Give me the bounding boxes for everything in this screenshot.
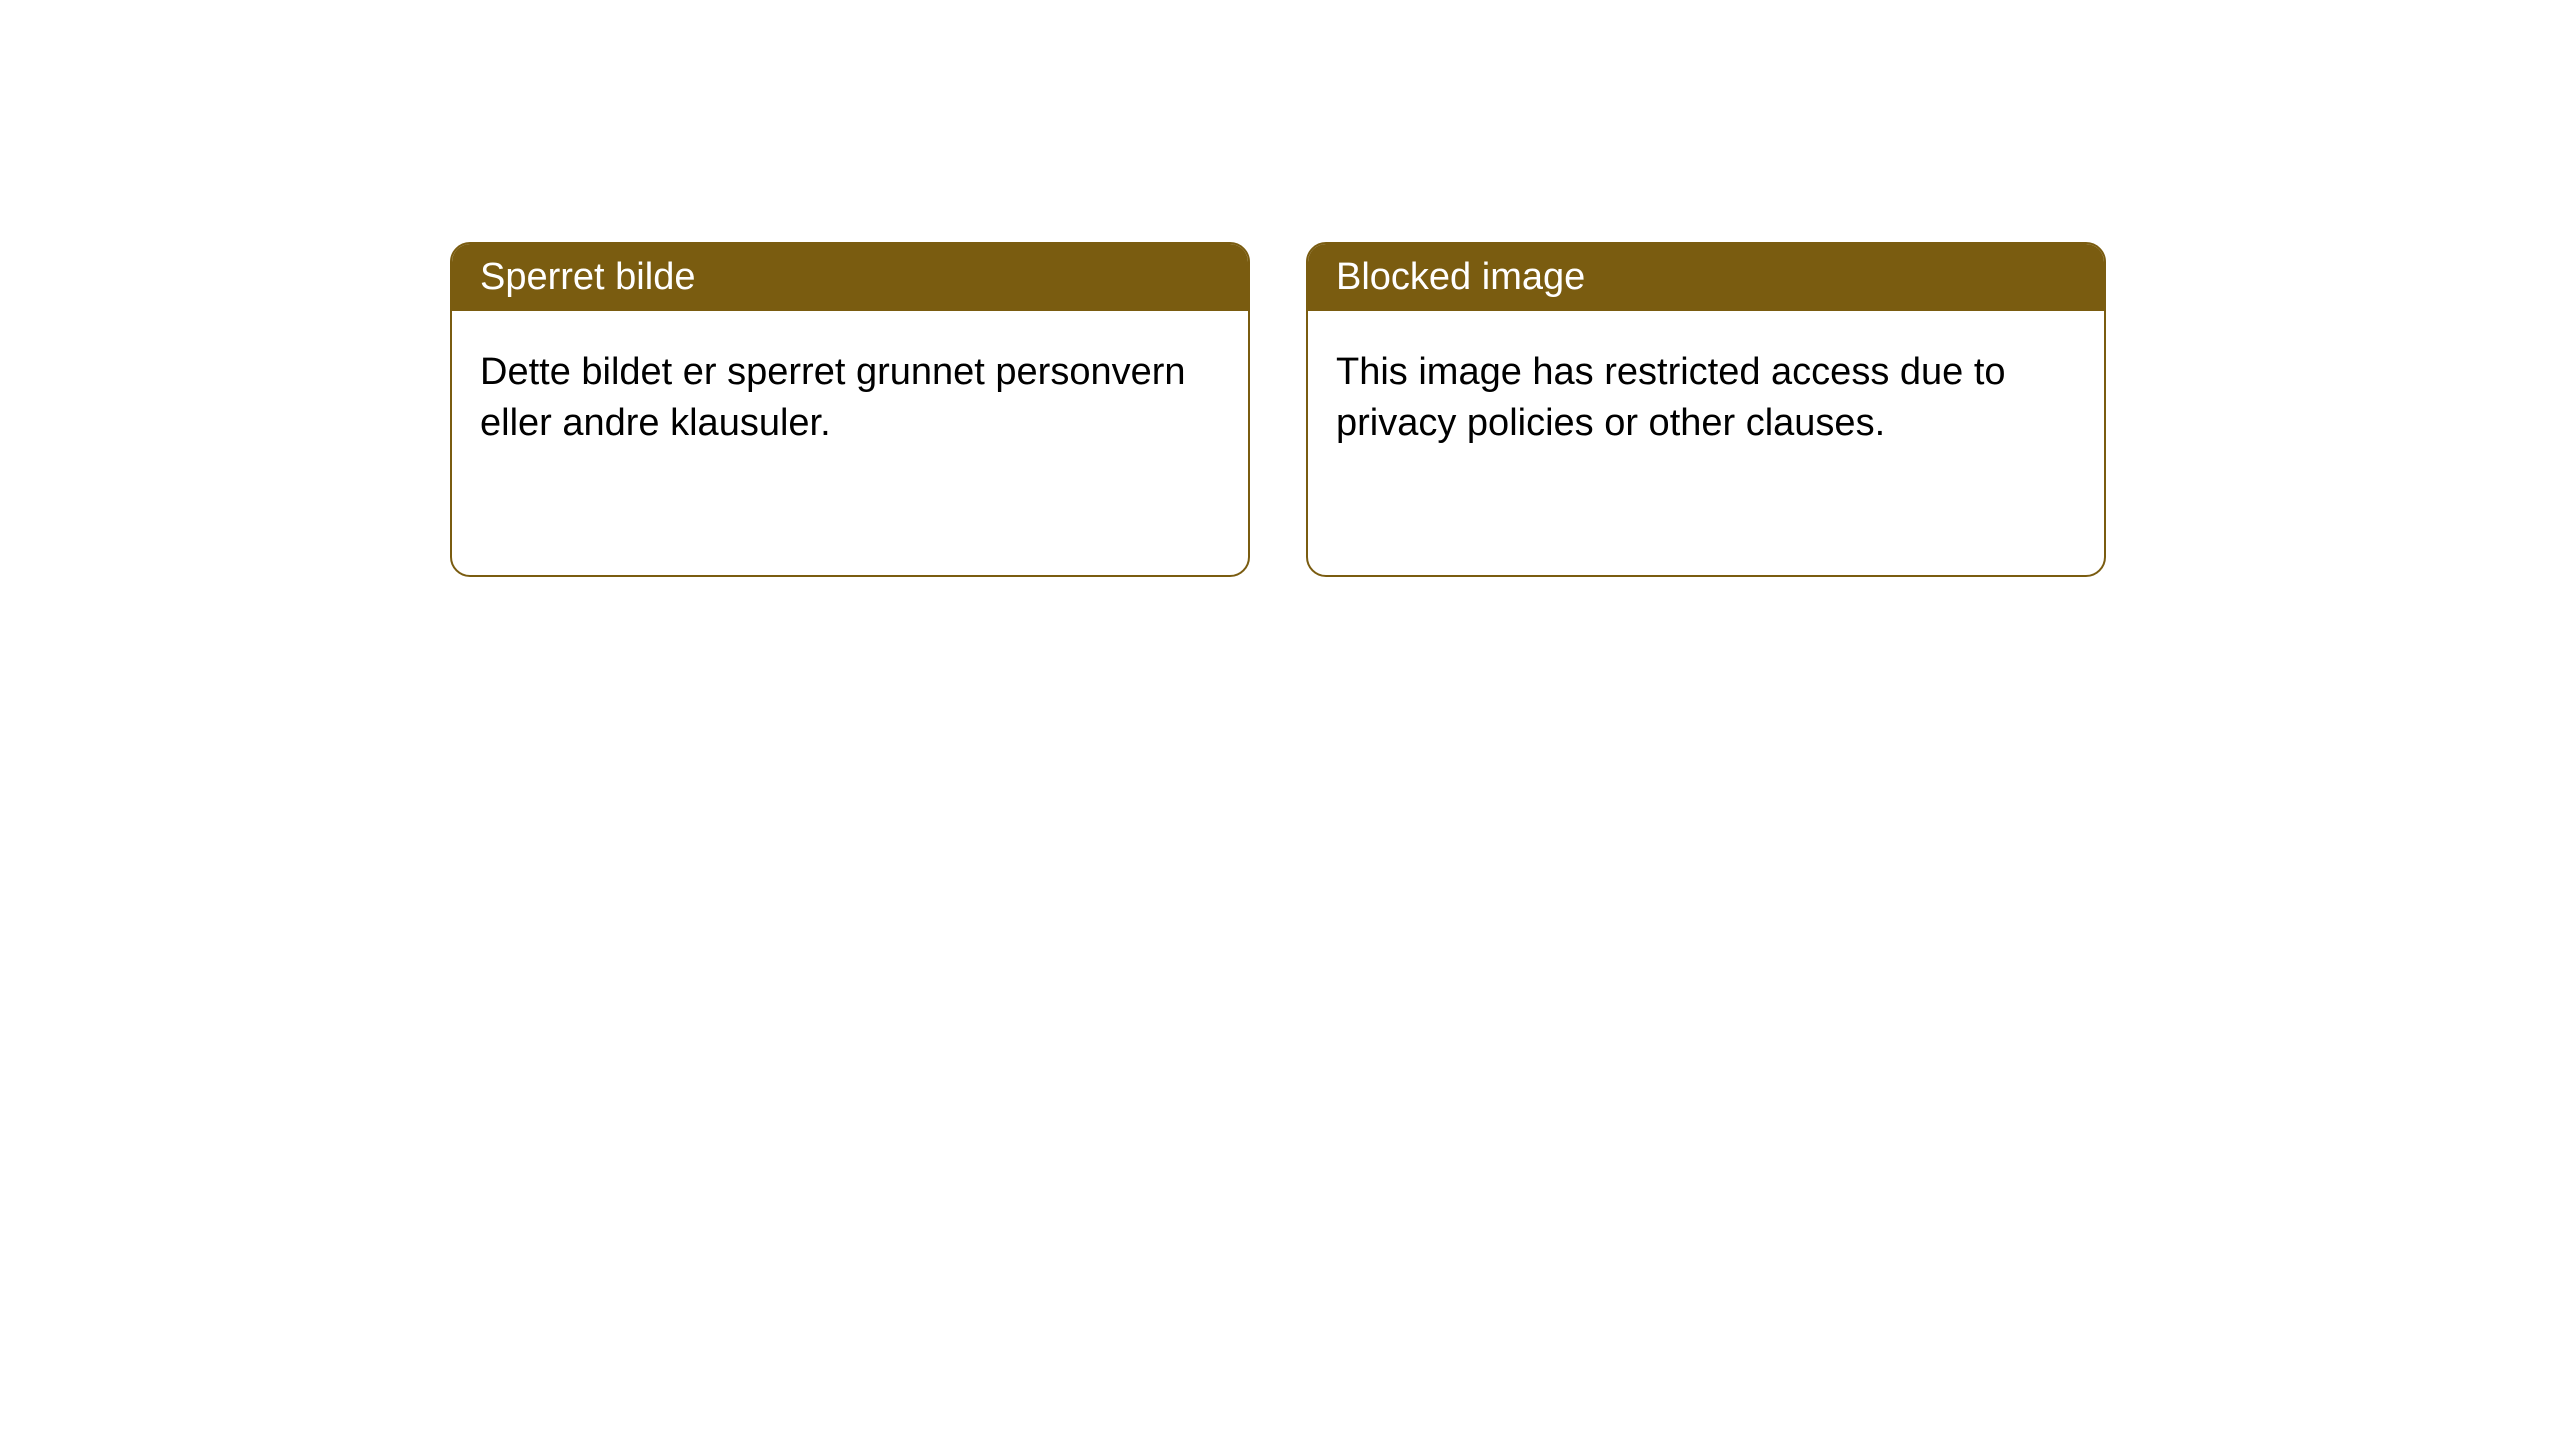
notice-header: Blocked image [1308,244,2104,311]
notice-body-text: This image has restricted access due to … [1336,351,2006,444]
notice-box-norwegian: Sperret bilde Dette bildet er sperret gr… [450,242,1250,577]
notice-body-text: Dette bildet er sperret grunnet personve… [480,351,1186,444]
notice-container: Sperret bilde Dette bildet er sperret gr… [450,242,2106,577]
notice-title: Sperret bilde [480,256,695,298]
notice-title: Blocked image [1336,256,1585,298]
notice-header: Sperret bilde [452,244,1248,311]
notice-box-english: Blocked image This image has restricted … [1306,242,2106,577]
notice-body: Dette bildet er sperret grunnet personve… [452,311,1248,486]
notice-body: This image has restricted access due to … [1308,311,2104,486]
